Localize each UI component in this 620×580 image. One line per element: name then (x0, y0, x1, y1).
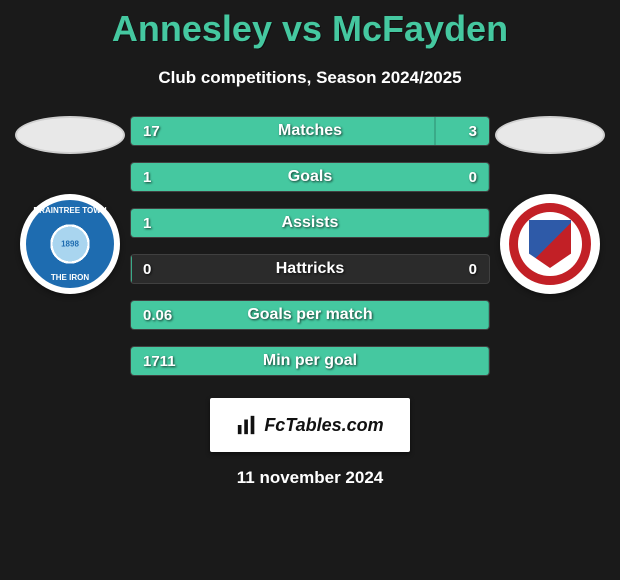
stat-bar: 173Matches (130, 116, 490, 146)
stat-label: Assists (131, 209, 489, 237)
stat-label: Goals (131, 163, 489, 191)
stat-bar: 1Assists (130, 208, 490, 238)
date-line: 11 november 2024 (0, 468, 620, 488)
left-player-column: BRAINTREE TOWN THE IRON 1898 (10, 116, 130, 294)
stat-label: Matches (131, 117, 489, 145)
stat-label: Goals per match (131, 301, 489, 329)
stats-column: 173Matches 10Goals 1Assists 00Hattricks 0.06… (130, 116, 490, 376)
page-title: Annesley vs McFayden (0, 0, 620, 50)
watermark-text: FcTables.com (264, 415, 383, 436)
avatar-placeholder-left (15, 116, 125, 154)
subtitle: Club competitions, Season 2024/2025 (0, 68, 620, 88)
avatar-placeholder-right (495, 116, 605, 154)
chart-icon (236, 414, 258, 436)
stat-label: Hattricks (131, 255, 489, 283)
stat-bar: 1711Min per goal (130, 346, 490, 376)
stat-bar: 0.06Goals per match (130, 300, 490, 330)
comparison-row: BRAINTREE TOWN THE IRON 1898 173Matches1… (0, 116, 620, 376)
watermark-logo: FcTables.com (210, 398, 410, 452)
stat-bar: 10Goals (130, 162, 490, 192)
stat-bar: 00Hattricks (130, 254, 490, 284)
right-club-badge (500, 194, 600, 294)
stat-label: Min per goal (131, 347, 489, 375)
left-club-badge: BRAINTREE TOWN THE IRON 1898 (20, 194, 120, 294)
right-player-column (490, 116, 610, 294)
